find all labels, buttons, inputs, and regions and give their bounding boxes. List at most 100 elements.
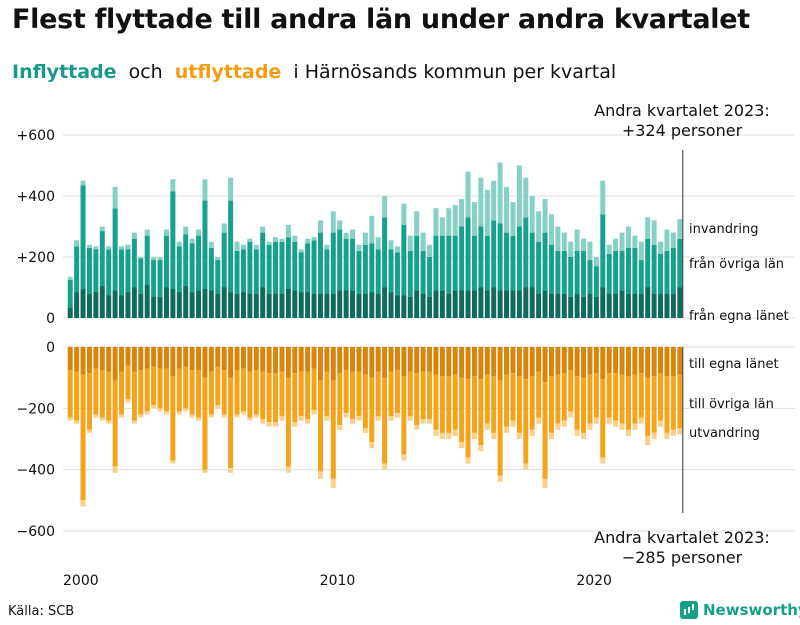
bar-in-foreign — [459, 199, 465, 227]
bar-in-local — [196, 290, 202, 318]
bar-in-foreign — [613, 238, 619, 251]
annotation-bottom-line1: Andra kvartalet 2023: — [594, 528, 770, 547]
bar-out-local — [625, 347, 631, 377]
bar-in-foreign — [529, 196, 535, 233]
bar-in-local — [433, 290, 439, 318]
bar-out-other — [568, 370, 574, 412]
bar-in-other — [176, 246, 182, 293]
bar-out-foreign — [151, 405, 157, 409]
bar-out-local — [497, 347, 503, 381]
bar-in-other — [183, 234, 189, 286]
bar-in-local — [581, 296, 587, 318]
bar-out-local — [491, 347, 497, 377]
bar-out-local — [593, 347, 599, 374]
bar-out-foreign — [80, 500, 86, 507]
bar-in-local — [555, 293, 561, 318]
bar-in-local — [677, 287, 683, 318]
bar-in-local — [670, 293, 676, 318]
bar-in-other — [228, 200, 234, 293]
bar-in-local — [375, 293, 381, 318]
bar-out-foreign — [170, 460, 176, 464]
bar-out-foreign — [638, 417, 644, 424]
bar-out-foreign — [465, 457, 471, 464]
bar-in-foreign — [189, 238, 195, 244]
bar-in-foreign — [638, 241, 644, 261]
bar-out-other — [362, 374, 368, 429]
bar-in-foreign — [632, 235, 638, 248]
bar-out-foreign — [273, 422, 279, 427]
bar-out-foreign — [491, 432, 497, 439]
series-label-in: från egna länet — [689, 309, 789, 324]
bar-in-other — [677, 239, 683, 288]
bar-in-foreign — [593, 257, 599, 267]
bar-out-other — [420, 371, 426, 420]
bar-out-foreign — [86, 429, 92, 433]
bar-in-foreign — [446, 208, 452, 236]
bar-in-other — [523, 217, 529, 288]
bar-in-foreign — [568, 241, 574, 257]
bar-out-foreign — [394, 412, 400, 418]
bar-out-other — [202, 377, 208, 470]
bar-out-local — [478, 347, 484, 380]
bar-in-foreign — [183, 226, 189, 235]
bar-out-foreign — [362, 428, 368, 433]
bar-out-local — [375, 347, 381, 372]
bar-in-local — [484, 290, 490, 318]
bar-in-foreign — [176, 241, 182, 247]
bar-in-foreign — [292, 235, 298, 242]
bar-in-foreign — [311, 237, 317, 241]
bar-in-other — [80, 185, 86, 290]
bar-in-local — [221, 287, 227, 318]
bar-out-local — [356, 347, 362, 372]
bar-in-foreign — [677, 219, 683, 240]
bar-in-local — [427, 296, 433, 318]
bar-in-foreign — [401, 203, 407, 225]
bar-out-foreign — [74, 420, 80, 424]
bar-in-local — [625, 293, 631, 318]
bar-in-foreign — [375, 237, 381, 250]
bar-in-foreign — [106, 246, 112, 250]
bar-in-local — [176, 292, 182, 318]
bar-out-foreign — [253, 414, 259, 418]
bar-in-foreign — [581, 238, 587, 251]
bar-in-foreign — [619, 232, 625, 251]
bar-in-foreign — [420, 232, 426, 251]
bar-out-other — [613, 373, 619, 421]
bar-out-foreign — [183, 408, 189, 412]
bar-out-local — [221, 347, 227, 370]
bar-out-other — [266, 373, 272, 423]
bar-out-local — [170, 347, 176, 377]
bar-out-local — [337, 347, 343, 374]
bar-out-other — [151, 366, 157, 406]
bar-out-foreign — [658, 420, 664, 427]
bar-out-local — [394, 347, 400, 370]
bar-out-foreign — [292, 422, 298, 427]
bar-out-foreign — [439, 432, 445, 439]
bar-out-local — [67, 347, 73, 370]
y-tick-in: +200 — [17, 250, 55, 266]
bar-out-local — [228, 347, 234, 378]
bar-in-local — [561, 293, 567, 318]
bar-out-local — [86, 347, 92, 374]
bar-out-local — [247, 347, 253, 372]
bar-in-local — [273, 293, 279, 318]
bar-out-local — [260, 347, 266, 372]
bar-in-local — [260, 287, 266, 318]
bar-in-local — [324, 293, 330, 318]
bar-out-foreign — [632, 423, 638, 430]
bar-in-local — [542, 290, 548, 318]
bar-in-other — [439, 235, 445, 291]
bar-out-other — [548, 376, 554, 433]
bar-out-foreign — [324, 416, 330, 421]
bar-out-foreign — [163, 411, 169, 415]
bar-out-other — [163, 368, 169, 412]
bar-out-other — [189, 370, 195, 415]
bar-out-other — [292, 373, 298, 423]
bar-in-other — [253, 249, 259, 294]
y-tick-out: −200 — [17, 401, 55, 417]
bar-out-foreign — [561, 420, 567, 427]
bar-in-other — [446, 235, 452, 294]
bar-out-foreign — [202, 469, 208, 473]
bar-in-local — [240, 292, 246, 318]
bar-in-local — [536, 293, 542, 318]
